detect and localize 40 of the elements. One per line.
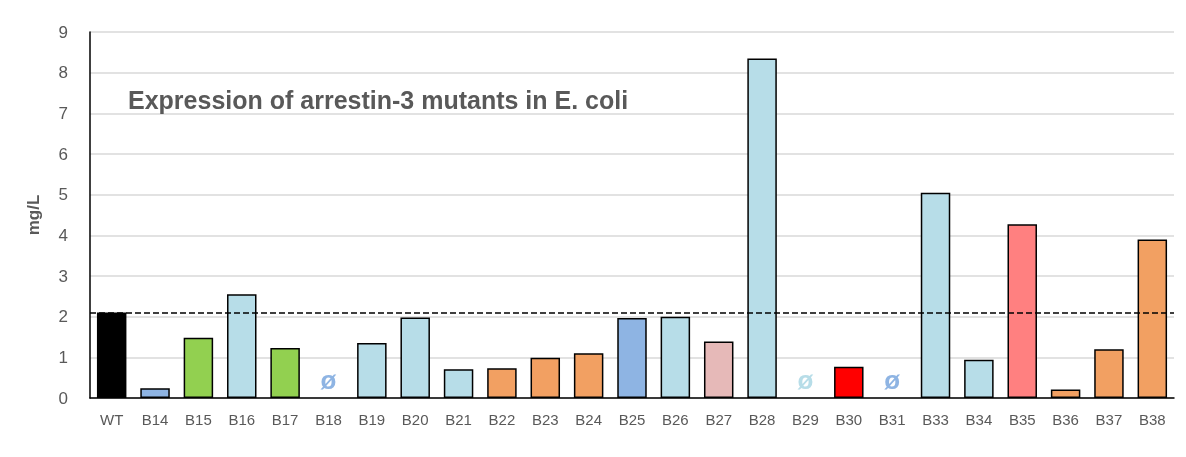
x-tick-label: B23 <box>531 411 559 428</box>
x-tick-label: B35 <box>1008 411 1036 428</box>
y-tick-label: 8 <box>58 63 68 83</box>
x-tick-label: B26 <box>662 411 689 428</box>
y-axis-title: mg/L <box>24 194 43 236</box>
x-tick-label: B22 <box>488 411 516 428</box>
y-tick-label: 7 <box>58 103 68 123</box>
x-tick-label: B20 <box>401 411 429 428</box>
x-tick-label: B25 <box>618 411 646 428</box>
x-tick-label: B21 <box>445 411 472 428</box>
x-tick-label: B33 <box>922 411 949 428</box>
x-tick-label: B28 <box>748 411 776 428</box>
y-tick-label: 2 <box>58 307 68 327</box>
x-tick-label: WT <box>100 411 124 428</box>
x-tick-label: B18 <box>315 411 342 428</box>
x-tick-label: B24 <box>575 411 602 428</box>
x-tick-label: B36 <box>1052 411 1079 428</box>
y-tick-label: 6 <box>58 144 68 164</box>
x-tick-label: B30 <box>835 411 863 428</box>
x-tick-label: B14 <box>141 411 169 428</box>
y-tick-label: 9 <box>58 22 68 42</box>
annotation: ø <box>884 365 901 395</box>
x-tick-label: B34 <box>965 411 993 428</box>
x-tick-label: B17 <box>271 411 299 428</box>
annotation: ø <box>320 365 337 395</box>
x-tick-label: B16 <box>228 411 256 428</box>
annotation: ø <box>797 365 814 395</box>
y-tick-label: 0 <box>58 388 68 408</box>
x-tick-label: B19 <box>358 411 386 428</box>
text: Expression of arrestin-3 mutants in E. coli <box>128 85 629 114</box>
x-tick-label: B38 <box>1138 411 1166 428</box>
x-tick-label: B15 <box>185 411 212 428</box>
y-tick-label: 4 <box>58 225 68 245</box>
y-tick-label: 3 <box>58 266 68 286</box>
x-tick-label: B31 <box>878 411 906 428</box>
x-tick-label: B29 <box>792 411 819 428</box>
y-tick-label: 5 <box>58 185 68 205</box>
x-tick-label: B27 <box>705 411 733 428</box>
y-tick-label: 1 <box>58 347 68 367</box>
x-tick-label: B37 <box>1095 411 1123 428</box>
